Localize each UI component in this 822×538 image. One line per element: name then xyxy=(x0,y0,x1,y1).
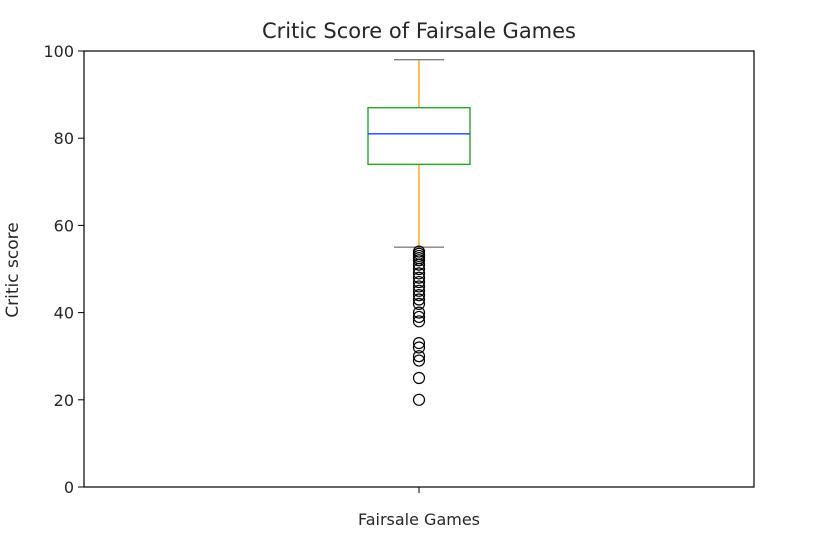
outlier-point xyxy=(412,284,426,297)
outlier-point xyxy=(412,393,426,406)
x-tick-label: Fairsale Games xyxy=(358,510,480,529)
outlier-point xyxy=(412,354,426,367)
x-axis-ticks: Fairsale Games xyxy=(358,487,480,529)
outlier-point xyxy=(412,306,426,319)
outlier-point xyxy=(412,350,426,363)
box-plot-series xyxy=(367,59,471,406)
outlier-point xyxy=(412,258,426,271)
outlier-point xyxy=(412,341,426,354)
outlier-point xyxy=(412,315,426,328)
y-tick-label: 80 xyxy=(54,129,74,148)
y-tick-label: 0 xyxy=(64,478,74,497)
y-tick-label: 40 xyxy=(54,304,74,323)
y-tick-label: 60 xyxy=(54,216,74,235)
outlier-point xyxy=(412,275,426,289)
outlier-point xyxy=(412,289,426,302)
chart-title: Critic Score of Fairsale Games xyxy=(262,19,576,43)
outlier-point xyxy=(412,267,426,280)
y-axis-ticks: 0 20 40 60 80 100 xyxy=(43,42,84,497)
outlier-point xyxy=(412,271,426,284)
iqr-box xyxy=(367,106,471,166)
y-tick-label: 100 xyxy=(43,42,74,61)
outlier-point xyxy=(412,337,426,350)
outlier-point xyxy=(412,371,426,385)
y-tick-label: 20 xyxy=(54,391,74,410)
outlier-point xyxy=(412,297,426,310)
outlier-point xyxy=(412,262,426,276)
outlier-point xyxy=(412,293,426,306)
y-axis-label: Critic score xyxy=(3,222,23,317)
outlier-point xyxy=(412,280,426,293)
plot-area-frame xyxy=(83,50,755,488)
outlier-point xyxy=(412,310,426,324)
outlier-point xyxy=(412,254,426,267)
